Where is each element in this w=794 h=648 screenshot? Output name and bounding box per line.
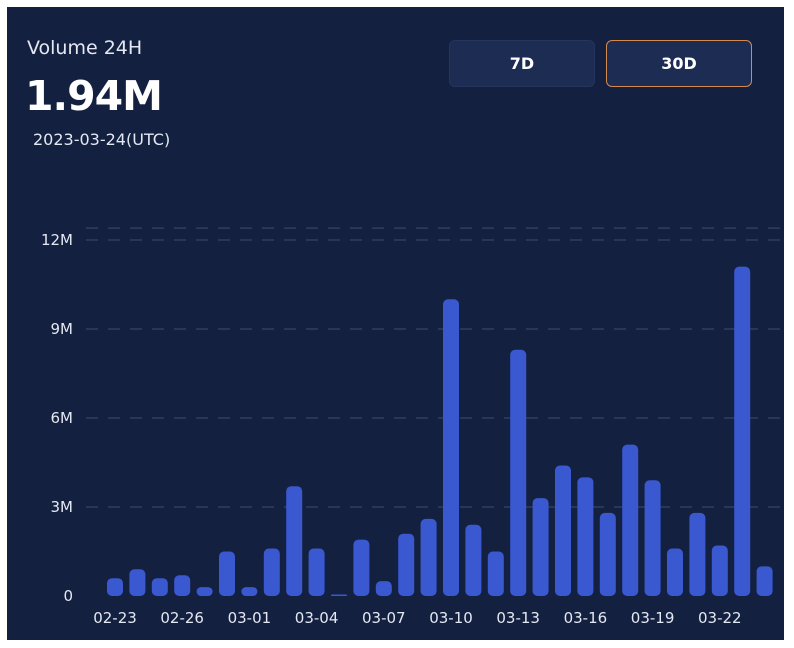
bar-03-06[interactable] [353, 539, 370, 596]
x-tick-label: 03-19 [631, 609, 675, 627]
bar-03-23[interactable] [734, 266, 751, 596]
volume-panel: Volume 24H 1.94M 2023-03-24(UTC) 7D 30D … [7, 7, 784, 640]
volume-date: 2023-03-24(UTC) [33, 130, 171, 149]
bar-03-02[interactable] [263, 548, 280, 596]
x-tick-label: 02-23 [93, 609, 137, 627]
range-7d-button[interactable]: 7D [449, 40, 595, 87]
x-tick-label: 03-16 [564, 609, 608, 627]
bar-03-04[interactable] [308, 548, 325, 596]
bar-02-24[interactable] [129, 569, 146, 596]
bar-03-05[interactable] [331, 594, 347, 597]
x-tick-label: 03-22 [698, 609, 742, 627]
bar-03-24[interactable] [756, 566, 773, 596]
y-tick-label: 0 [63, 587, 73, 605]
bar-03-20[interactable] [667, 548, 683, 596]
volume-title: Volume 24H [27, 37, 143, 59]
bar-03-18[interactable] [622, 444, 639, 596]
bar-02-23[interactable] [107, 578, 123, 596]
x-tick-label: 02-26 [160, 609, 204, 627]
x-tick-label: 03-04 [295, 609, 339, 627]
bar-03-14[interactable] [532, 498, 549, 596]
y-tick-label: 9M [51, 320, 74, 338]
bar-03-17[interactable] [599, 512, 616, 596]
volume-value: 1.94M [25, 72, 163, 120]
bar-03-03[interactable] [286, 486, 303, 596]
x-tick-label: 03-01 [228, 609, 272, 627]
x-tick-label: 03-10 [429, 609, 473, 627]
x-tick-label: 03-13 [496, 609, 540, 627]
bar-03-11[interactable] [465, 524, 482, 596]
bar-03-21[interactable] [689, 512, 706, 596]
y-tick-label: 3M [51, 498, 74, 516]
volume-bar-chart: 0 3M 6M 9M 12M 02-23 02-26 03-01 03-04 03-07 03-10… [41, 227, 784, 627]
y-tick-label: 6M [51, 409, 74, 427]
y-tick-label: 12M [41, 231, 73, 249]
bar-03-10[interactable] [443, 299, 459, 596]
bar-03-07[interactable] [375, 581, 392, 596]
bar-03-19[interactable] [644, 480, 661, 596]
range-30d-button[interactable]: 30D [606, 40, 752, 87]
bar-03-15[interactable] [555, 465, 571, 596]
bar-03-08[interactable] [398, 533, 415, 596]
bar-02-26[interactable] [174, 575, 191, 596]
x-tick-label: 03-07 [362, 609, 406, 627]
bar-02-25[interactable] [151, 578, 168, 596]
bar-03-01[interactable] [241, 587, 258, 596]
bar-03-22[interactable] [711, 545, 728, 596]
bar-03-13[interactable] [510, 349, 527, 596]
bar-03-12[interactable] [487, 551, 504, 596]
bar-02-27[interactable] [196, 587, 213, 596]
bar-03-09[interactable] [420, 518, 437, 596]
bar-02-28[interactable] [219, 551, 235, 596]
bar-03-16[interactable] [577, 477, 594, 596]
